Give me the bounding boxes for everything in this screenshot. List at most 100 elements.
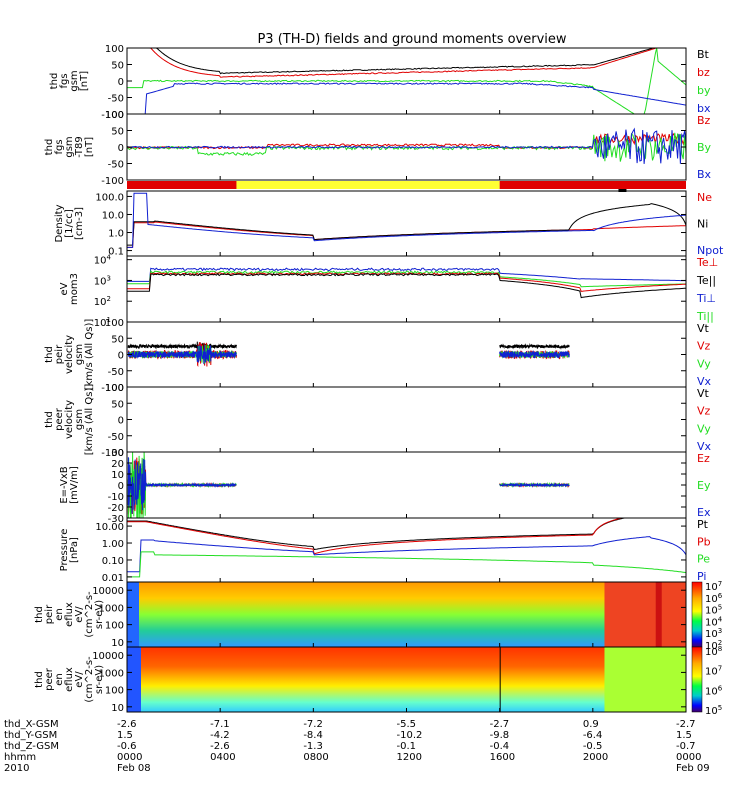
spectrogram-peir_spec [127, 582, 686, 647]
ytick-group: 100 50 0 -50 -100 [101, 383, 686, 459]
panel-mode_bar [127, 181, 686, 192]
legend-item: Pb [697, 535, 711, 548]
ylabel-line: eV/ [74, 606, 85, 623]
ylabel-pressure: Pressure [nPa] [59, 529, 80, 572]
ylabel-line: -T89 [74, 136, 85, 158]
legend-item: Npot [697, 244, 724, 257]
ylabel-line: en [54, 673, 65, 686]
ylabel-line: thd [44, 411, 55, 428]
legend-item: Ti⊥ [696, 292, 716, 305]
ytick-label: 10 [111, 470, 124, 481]
plot-title: P3 (TH-D) fields and ground moments over… [257, 32, 566, 47]
trace-blue [126, 127, 687, 164]
legend-item: Vx [697, 440, 712, 453]
ylabel-line: fgs [59, 73, 70, 88]
spectrogram-stripe [655, 582, 662, 647]
ylabel-line: eflux [64, 667, 75, 692]
panel-pressure: Pt Pb Pe Pi 10.00 1.00 0.10 0.01 Pressure [nPa] [59, 517, 711, 584]
ylabel-density: Density [1/cc] [cm-3] [54, 204, 85, 242]
spectrogram-block [604, 582, 686, 647]
ytick-label: 50 [111, 334, 124, 345]
colorbar-label: 106 [705, 684, 723, 697]
colorbar-gradient [691, 581, 703, 648]
xaxis-row-label: thd_Z-GSM [4, 741, 59, 752]
legend-density: Ne Ni Npot [697, 191, 724, 257]
legend-pressure: Pt Pb Pe Pi [697, 518, 711, 583]
ytick-label: 50 [111, 127, 124, 138]
legend-item: Vz [697, 340, 711, 353]
legend-item: bx [697, 102, 711, 115]
ytick-label: 103 [94, 274, 111, 287]
ylabel-line: [km/s (All Qs)] [84, 319, 95, 391]
ylabel-line: mom3 [69, 273, 80, 305]
trace-green [127, 47, 687, 115]
ylabel-line: [cm-3] [74, 207, 85, 240]
xaxis-row-label: hhmm [4, 752, 36, 763]
trace-blue [127, 82, 687, 115]
xaxis-value: -2.7 [676, 719, 696, 730]
xaxis-value: 0400 [210, 752, 235, 763]
ylabel-peir_velocity: thd peir velocity gsm [km/s (All Qs)] [44, 319, 95, 391]
legend-item: Ne [697, 191, 712, 204]
ylabel-efield: E=-VxB [mV/m] [59, 466, 80, 504]
legend-item: by [697, 84, 711, 97]
xaxis-value: -1.3 [303, 741, 323, 752]
ytick-label: 0 [118, 143, 124, 154]
panel-fgs_tm: Bz By Bx 100 50 0 -50 -100 thd fgs gsm -T89 [nT] [44, 110, 712, 187]
trace-red [127, 517, 686, 555]
trace-blue [499, 482, 570, 488]
ylabel-line: velocity [64, 335, 75, 374]
ytick-label: 50 [111, 61, 124, 72]
xaxis-value: -4.2 [210, 730, 230, 741]
ylabel-line: Pressure [59, 529, 70, 572]
ytick-label: 0.01 [102, 573, 124, 584]
legend-item: Vt [697, 322, 710, 335]
ytick-label: 100.0 [95, 192, 124, 203]
ylabel-line: thd [34, 671, 45, 688]
ytick-label: 20 [111, 459, 124, 470]
ytick-label: -50 [108, 160, 124, 171]
ytick-label: -20 [108, 503, 124, 514]
legend-item: Pe [697, 553, 710, 566]
legend-item: Bx [697, 168, 712, 181]
ytick-label: -50 [108, 432, 124, 443]
xaxis-value: -0.1 [397, 741, 417, 752]
spectrogram-edge [127, 582, 139, 647]
ylabel-line: gsm [69, 70, 80, 91]
ylabel-line: thd [49, 73, 60, 90]
xaxis-row-label: thd_Y-GSM [4, 730, 57, 741]
xaxis-value: -7.2 [303, 719, 323, 730]
xaxis-value: -6.4 [583, 730, 603, 741]
ylabel-line: peer [54, 407, 65, 431]
ylabel-peer_spec: thd peer en eflux eV/(cm^2-s-sr-eV) [34, 656, 105, 703]
ylabel-line: gsm [74, 409, 85, 430]
panel-fgs: Bt bz by bx 100 50 0 -50 -100 thd fgs gsm [nT] [49, 44, 711, 121]
xaxis-value: Feb 08 [117, 763, 151, 774]
ylabel-line: [nT] [79, 71, 90, 91]
spectrogram-gap [499, 647, 501, 712]
ytick-label: 10.00 [95, 522, 124, 533]
ylabel-line: sr-eV) [94, 600, 105, 629]
panel-peer_velocity: Vt Vz Vy Vx 100 50 0 -50 -100 thd peer velocity gsm[… [44, 383, 712, 459]
trace-black [127, 203, 687, 246]
colorbar-gradient [691, 646, 703, 713]
ytick-group: 10000 1000 100 10 [92, 651, 686, 714]
ylabel-line: velocity [64, 400, 75, 439]
ytick-label: 30 [111, 448, 124, 459]
legend-item: Pt [697, 518, 709, 531]
ylabel-line: [nPa] [69, 537, 80, 563]
legend-item: Ti|| [696, 310, 714, 323]
legend-peir_velocity: Vt Vz Vy Vx [697, 322, 712, 388]
ytick-label: 100 [105, 621, 124, 632]
legend-item: Bz [697, 114, 711, 127]
ytick-label: -100 [101, 110, 124, 121]
xaxis-value: 0000 [117, 752, 142, 763]
spectrogram-edge [127, 647, 141, 712]
ylabel-line: gsm [74, 344, 85, 365]
legend-item: Ex [697, 506, 711, 519]
xaxis-value: -0.6 [117, 741, 137, 752]
